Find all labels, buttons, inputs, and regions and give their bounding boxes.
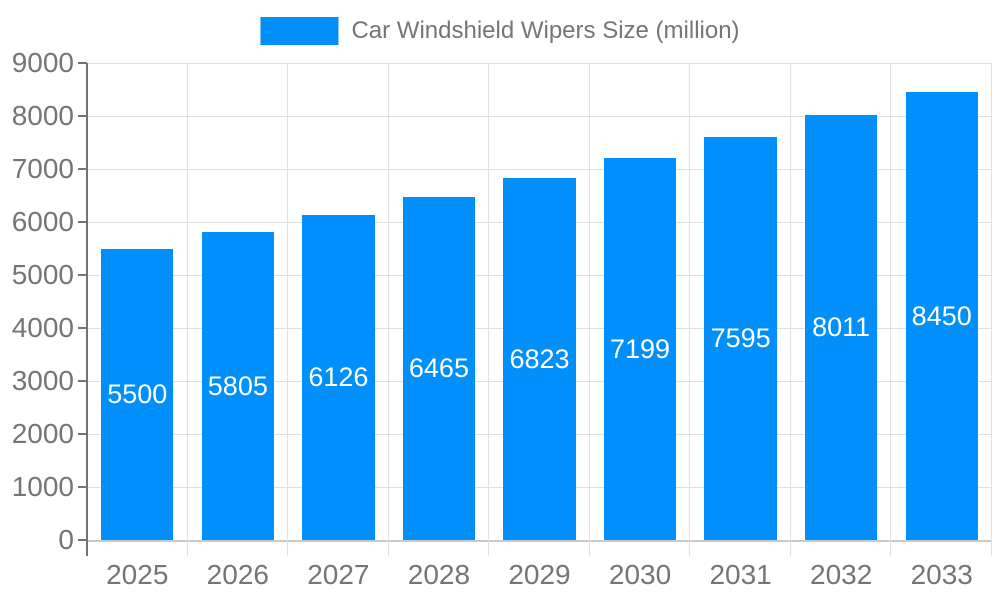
bar-value-label: 6126 (308, 362, 369, 393)
x-gridline (890, 63, 892, 540)
x-axis-label: 2031 (709, 559, 772, 590)
legend-swatch (260, 17, 339, 45)
x-axis-label: 2027 (307, 559, 370, 590)
y-axis-tick (78, 327, 87, 329)
y-axis-label: 4000 (11, 312, 74, 343)
bar-value-label: 5500 (107, 378, 168, 409)
bar-value-label: 7595 (710, 323, 771, 354)
y-axis-tick (78, 115, 87, 117)
x-axis-tick (186, 540, 188, 556)
x-axis-label: 2029 (508, 559, 571, 590)
x-axis-label: 2033 (910, 559, 973, 590)
x-axis-label: 2028 (407, 559, 471, 590)
x-axis-label: 2030 (608, 559, 672, 590)
x-axis-label: 2032 (810, 559, 873, 590)
x-axis-tick (789, 540, 791, 556)
x-gridline (991, 63, 992, 540)
x-axis-label: 2026 (206, 559, 269, 590)
y-axis-tick (78, 433, 87, 435)
x-gridline (186, 63, 188, 540)
x-axis-tick (488, 540, 490, 556)
y-axis-tick (78, 62, 87, 64)
y-axis-label: 9000 (11, 47, 74, 78)
bar-2025[interactable]: 5500 (101, 248, 174, 540)
bar-2030[interactable]: 7199 (603, 158, 677, 540)
x-gridline (387, 63, 389, 540)
y-axis-label: 7000 (11, 153, 74, 184)
y-axis-tick (78, 486, 87, 488)
bar-2029[interactable]: 6823 (503, 178, 576, 540)
y-axis-tick (78, 539, 87, 541)
y-axis-line (86, 63, 88, 556)
x-axis-tick (387, 540, 389, 556)
bar-2028[interactable]: 6465 (402, 197, 476, 540)
x-axis-tick (991, 540, 992, 556)
legend-label: Car Windshield Wipers Size (million) (351, 17, 740, 44)
y-axis-label: 8000 (11, 100, 74, 131)
x-axis-tick (287, 540, 289, 556)
y-axis-tick (78, 380, 87, 382)
y-gridline (87, 116, 992, 117)
bar-2026[interactable]: 5805 (201, 232, 275, 540)
y-axis-tick (78, 168, 87, 170)
bar-value-label: 7199 (610, 333, 671, 364)
plot-area: 5500 5805 6126 6465 6823 7199 7595 8011 8450 (87, 63, 992, 542)
y-gridline (87, 63, 992, 64)
y-axis-tick (78, 221, 87, 223)
y-axis-label: 5000 (11, 259, 74, 290)
x-gridline (287, 63, 289, 540)
y-axis-label: 3000 (11, 365, 74, 396)
x-gridline (789, 63, 791, 540)
y-axis-label: 1000 (11, 471, 74, 502)
bar-2032[interactable]: 8011 (804, 115, 878, 540)
y-axis-label: 2000 (11, 418, 74, 449)
x-axis-tick (588, 540, 590, 556)
y-axis-tick (78, 274, 87, 276)
bar-value-label: 6823 (509, 343, 570, 374)
y-axis-label: 6000 (11, 206, 74, 237)
x-gridline (689, 63, 691, 540)
y-axis-label: 0 (58, 524, 74, 555)
legend-item[interactable]: Car Windshield Wipers Size (million) (260, 17, 740, 45)
x-gridline (588, 63, 590, 540)
x-axis-tick (890, 540, 892, 556)
bar-value-label: 6465 (408, 353, 469, 384)
x-axis-tick (689, 540, 691, 556)
bar-value-label: 8011 (812, 312, 871, 343)
bar-value-label: 5805 (207, 370, 268, 401)
y-gridline (87, 169, 992, 170)
x-axis-label: 2025 (106, 559, 169, 590)
x-gridline (488, 63, 490, 540)
bar-value-label: 8450 (911, 300, 972, 331)
bar-2033[interactable]: 8450 (905, 92, 978, 540)
bar-2027[interactable]: 6126 (302, 215, 375, 540)
bar-2031[interactable]: 7595 (704, 137, 777, 540)
